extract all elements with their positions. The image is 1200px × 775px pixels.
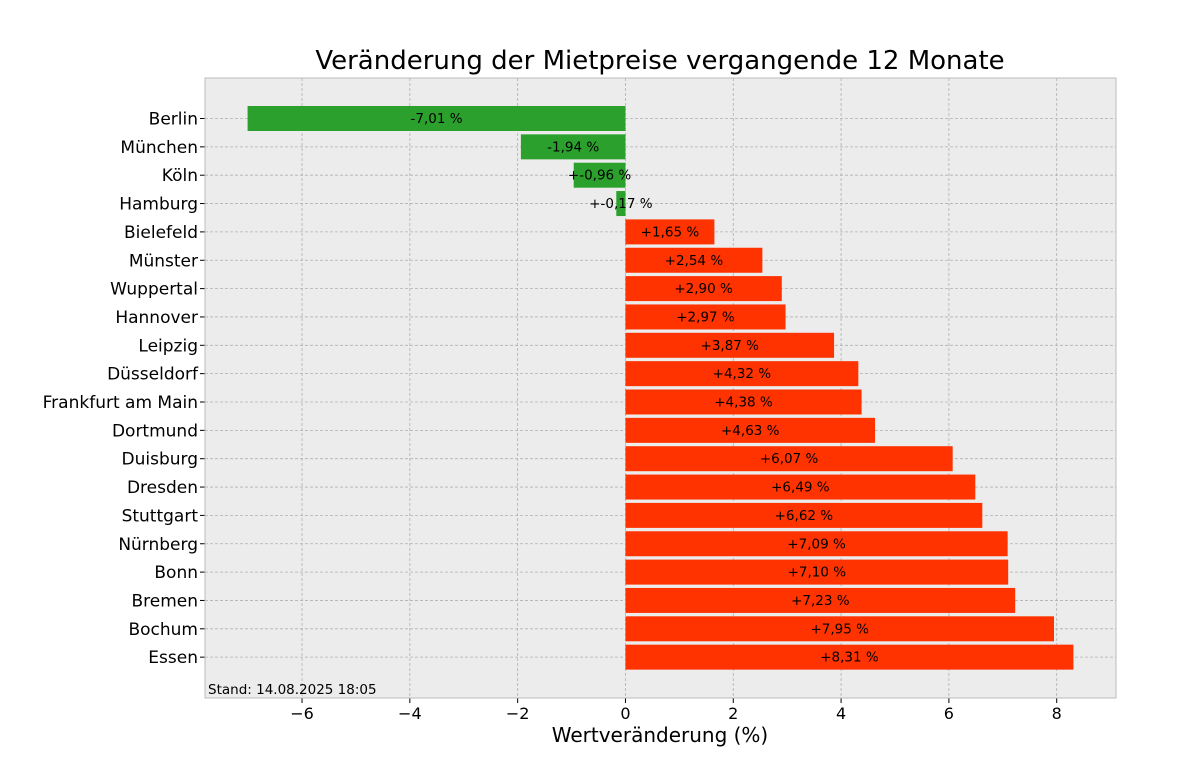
- category-labels: Berlin München Köln Hamburg Bielefeld Münster…: [43, 110, 205, 668]
- bar: [625, 332, 835, 358]
- bar-value-label: +7,10 %: [788, 565, 847, 581]
- bar: [625, 304, 786, 330]
- category-label: Leipzig: [138, 336, 198, 356]
- category-label: Berlin: [149, 110, 198, 130]
- bar-value-label: +-0,96 %: [568, 168, 632, 184]
- bar-value-label: -1,94 %: [547, 139, 599, 155]
- bar-value-label: -7,01 %: [410, 111, 462, 127]
- bar-value-label: +2,54 %: [665, 253, 724, 269]
- x-tick-label: 2: [728, 704, 738, 723]
- category-label: Dresden: [127, 478, 198, 498]
- bar-value-labels: -7,01 % -1,94 % +-0,96 % +-0,17 % +1,65 % +2,…: [410, 111, 878, 666]
- bar-value-label: +6,62 %: [775, 508, 834, 524]
- bar-value-label: +2,90 %: [674, 281, 733, 297]
- category-label: Nürnberg: [118, 535, 198, 555]
- bar: [573, 162, 626, 188]
- bar: [247, 106, 626, 131]
- bar: [625, 474, 976, 500]
- bar: [625, 276, 782, 302]
- bar: [625, 531, 1008, 557]
- timestamp-note: Stand: 14.08.2025 18:05: [208, 682, 377, 698]
- category-label: Bremen: [131, 591, 198, 611]
- category-label: Frankfurt am Main: [43, 393, 198, 413]
- category-label: Duisburg: [122, 450, 199, 470]
- category-label: Essen: [148, 648, 198, 668]
- bar: [625, 247, 763, 273]
- category-label: Köln: [162, 166, 198, 186]
- category-label: Bonn: [154, 563, 198, 583]
- bars: [247, 106, 1074, 670]
- bar-value-label: +6,07 %: [760, 451, 819, 467]
- bar: [625, 644, 1074, 670]
- bar: [625, 446, 953, 472]
- x-tick-label: 8: [1052, 704, 1062, 723]
- bar-value-label: +4,32 %: [713, 366, 772, 382]
- bar: [616, 191, 626, 217]
- bar-value-label: +7,23 %: [791, 593, 850, 609]
- bar-value-label: +4,63 %: [721, 423, 780, 439]
- category-label: Münster: [129, 251, 198, 271]
- plot-frame: [204, 77, 1117, 699]
- category-label: Bielefeld: [124, 223, 198, 243]
- bar: [520, 134, 626, 160]
- bar-value-label: +2,97 %: [676, 309, 735, 325]
- bar: [625, 502, 983, 528]
- x-tick-label: 6: [944, 704, 954, 723]
- category-label: Hannover: [115, 308, 198, 328]
- x-axis-label: Wertveränderung (%): [552, 723, 769, 747]
- bar-value-label: +7,95 %: [810, 621, 869, 637]
- bar-value-label: +8,31 %: [820, 650, 879, 666]
- bar-value-label: +-0,17 %: [589, 196, 653, 212]
- category-label: Dortmund: [112, 421, 198, 441]
- x-tick-label: −6: [290, 704, 314, 723]
- bar: [625, 417, 876, 443]
- bar-value-label: +6,49 %: [771, 480, 830, 496]
- bar-value-label: +3,87 %: [701, 338, 760, 354]
- category-label: Hamburg: [119, 195, 198, 215]
- category-label: Wuppertal: [110, 280, 198, 300]
- bar-value-label: +4,38 %: [714, 395, 773, 411]
- bar: [625, 219, 715, 245]
- x-tick-label: 0: [620, 704, 630, 723]
- x-tick-label: −4: [398, 704, 422, 723]
- bar: [625, 389, 862, 415]
- x-tick-label: 4: [836, 704, 846, 723]
- category-label: Bochum: [128, 620, 198, 640]
- bar-value-label: +1,65 %: [641, 224, 700, 240]
- bar-value-label: +7,09 %: [787, 536, 846, 552]
- bar: [625, 559, 1009, 585]
- category-label: Stuttgart: [122, 506, 199, 526]
- bar: [625, 587, 1016, 613]
- x-tick-label: −2: [506, 704, 530, 723]
- x-axis-ticks: −6 −4 −2 0 2 4 6 8: [290, 698, 1062, 723]
- chart-title: Veränderung der Mietpreise vergangende 1…: [315, 46, 1004, 76]
- category-label: Düsseldorf: [107, 365, 199, 385]
- bar: [625, 616, 1055, 642]
- bar: [625, 361, 859, 387]
- category-label: München: [120, 138, 198, 158]
